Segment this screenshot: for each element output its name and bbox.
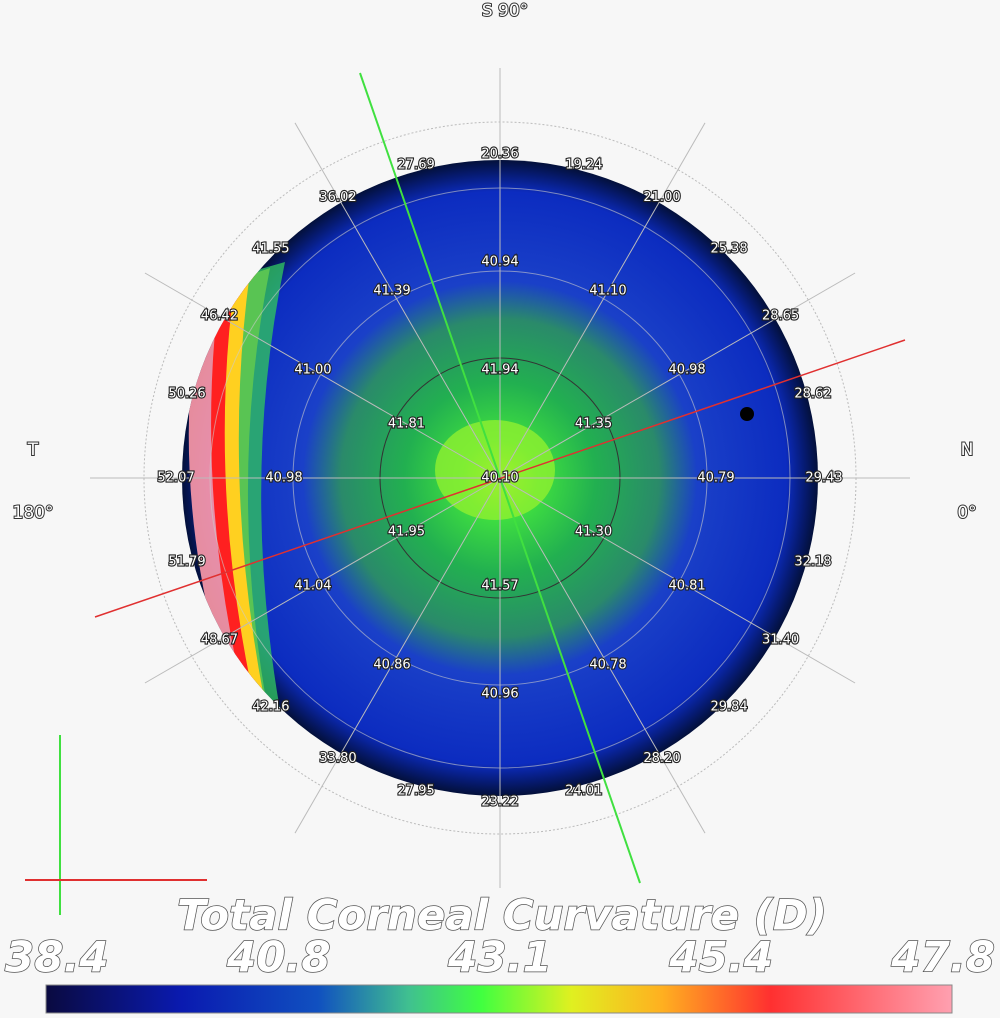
polar-grid [90, 68, 910, 888]
reading: 20.36 [481, 147, 518, 162]
reading: 28.62 [794, 387, 831, 402]
reading: 32.18 [794, 554, 831, 569]
orientation-label: 180° [13, 503, 54, 523]
reading: 28.65 [762, 309, 799, 324]
reading: 46.42 [201, 309, 238, 324]
reading: 25.38 [710, 241, 747, 256]
reading: 41.39 [373, 283, 410, 298]
orientation-label: S 90° [482, 1, 528, 21]
reading: 48.67 [201, 633, 238, 648]
orientation-label: N [961, 440, 974, 460]
reading: 40.98 [668, 363, 705, 378]
reading: 41.00 [294, 363, 331, 378]
reading: 51.79 [168, 554, 205, 569]
spoke [144, 272, 501, 479]
reading: 29.84 [710, 700, 747, 715]
reading: 42.16 [252, 700, 289, 715]
meridian-line [94, 339, 906, 618]
spoke [294, 477, 501, 834]
reading: 41.95 [388, 525, 425, 540]
reading: 31.40 [762, 633, 799, 648]
reading: 52.07 [157, 471, 194, 486]
spoke [499, 122, 706, 479]
scale-tick-label: 43.1 [447, 933, 552, 982]
spoke [294, 122, 501, 479]
scale-title: Total Corneal Curvature (D) [177, 891, 827, 940]
reading: 41.30 [575, 525, 612, 540]
readings: 20.36 19.24 21.00 25.38 28.65 28.62 29.43 32.18… [156, 145, 843, 810]
scale-tick-label: 40.8 [226, 933, 331, 982]
reading: 33.80 [319, 751, 356, 766]
reading: 41.81 [388, 417, 425, 432]
reading: 41.94 [481, 363, 518, 378]
scale-tick-label: 47.8 [890, 933, 995, 982]
reading: 41.04 [294, 579, 331, 594]
reading: 41.10 [589, 283, 626, 298]
spoke [144, 477, 501, 684]
reading: 50.26 [168, 387, 205, 402]
reading: 40.96 [481, 687, 518, 702]
spoke [499, 477, 856, 684]
reading: 40.94 [481, 255, 518, 270]
spoke [499, 477, 706, 834]
reading: 41.57 [481, 579, 518, 594]
orientation-label: T [27, 440, 39, 460]
scale-tick-label: 38.4 [5, 933, 109, 982]
reading: 41.35 [575, 417, 612, 432]
spoke [499, 272, 856, 479]
reading: 40.10 [481, 471, 518, 486]
reading: 24.01 [565, 783, 602, 798]
color-scale-bar [45, 984, 953, 1014]
reading: 41.55 [252, 241, 289, 256]
reading: 23.22 [481, 795, 518, 810]
reading: 40.78 [589, 658, 626, 673]
reading: 40.98 [265, 471, 302, 486]
reading: 36.02 [319, 190, 356, 205]
reading: 29.43 [805, 471, 842, 486]
reading: 28.20 [643, 751, 680, 766]
reading: 40.79 [697, 471, 734, 486]
reading: 40.81 [668, 579, 705, 594]
color-scale: 38.4 40.8 43.1 45.4 47.8 [4, 932, 996, 1014]
reading: 19.24 [565, 158, 602, 173]
reading: 40.86 [373, 658, 410, 673]
reading: 21.00 [643, 190, 680, 205]
reading: 27.69 [398, 158, 435, 173]
scale-tick-label: 45.4 [668, 933, 773, 982]
orientation-label: 0° [957, 503, 976, 523]
reading: 27.95 [398, 783, 435, 798]
